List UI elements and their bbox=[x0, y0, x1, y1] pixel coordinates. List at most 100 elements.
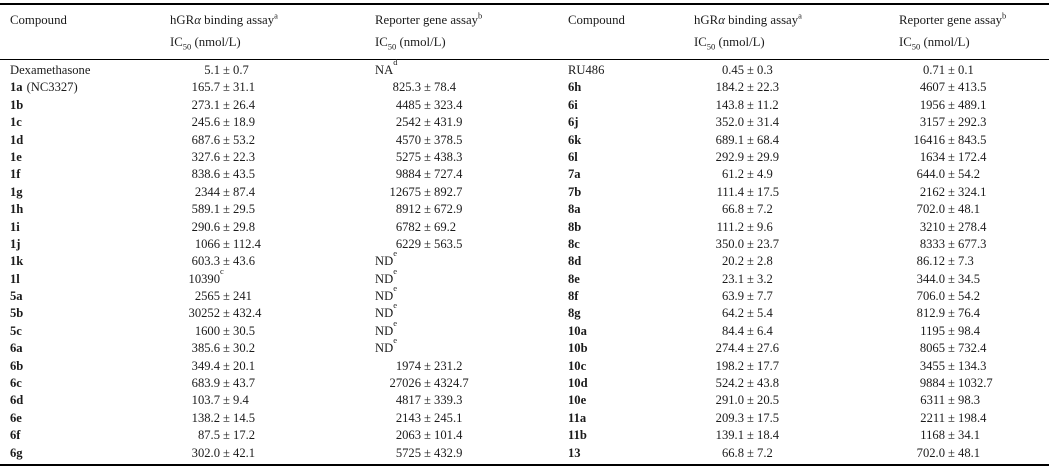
value-error: ± 87.4 bbox=[223, 184, 256, 199]
value-error: ± 563.5 bbox=[424, 236, 463, 251]
reporter-ic50-cell: 5275 ± 438.3 bbox=[367, 149, 524, 166]
value-number: 4607 bbox=[919, 80, 945, 95]
compound-name: 11b bbox=[568, 428, 587, 443]
reporter-ic50-cell: 1974 ± 231.2 bbox=[367, 358, 524, 375]
reporter-ic50-cell: 2162 ± 324.1 bbox=[891, 184, 1049, 201]
value-number: 838.6 bbox=[191, 167, 220, 182]
compound-name: 5c bbox=[10, 323, 22, 338]
value-number: 812.9 bbox=[916, 306, 945, 321]
value-number: 290.6 bbox=[191, 219, 220, 234]
value-error: ± 20.1 bbox=[223, 358, 256, 373]
value-number: 2063 bbox=[395, 428, 421, 443]
value-error: ± 7.2 bbox=[747, 202, 773, 217]
value-error: ± 26.4 bbox=[223, 97, 256, 112]
ic50-sub: 50 bbox=[387, 41, 397, 52]
footnote-marker-b: b bbox=[1002, 10, 1007, 21]
binding-ic50-cell: 184.2 ± 22.3 bbox=[686, 79, 891, 96]
value-error: ± 413.5 bbox=[948, 80, 987, 95]
table-row: 6b 349.4 ± 20.1 1974 ± 231.2 bbox=[0, 358, 524, 375]
value-error: ± 23.7 bbox=[747, 236, 780, 251]
value-number: 209.3 bbox=[715, 410, 744, 425]
value-error: ± 245.1 bbox=[424, 410, 463, 425]
table-header: Compound hGRα binding assaya IC50 (nmol/… bbox=[0, 5, 1049, 60]
assay-results-table: Compound hGRα binding assaya IC50 (nmol/… bbox=[0, 3, 1049, 466]
footnote-marker-a: a bbox=[274, 10, 278, 21]
value-text: NA bbox=[375, 63, 394, 77]
value-number: 825.3 bbox=[392, 80, 421, 95]
compound-name: 6b bbox=[10, 358, 24, 373]
header-binding-ic50-units: IC50 (nmol/L) bbox=[694, 31, 891, 53]
compound-name: 1l bbox=[10, 271, 20, 286]
value-error: ± 323.4 bbox=[424, 97, 463, 112]
ic50-prefix: IC bbox=[899, 35, 912, 49]
value-text: ND bbox=[375, 323, 394, 338]
binding-ic50-cell: 66.8 ± 7.2 bbox=[686, 201, 891, 218]
binding-ic50-cell: 349.4 ± 20.1 bbox=[162, 358, 367, 375]
compound-name: 10e bbox=[568, 393, 587, 408]
value-error: ± 6.4 bbox=[747, 323, 773, 338]
value-error: ± 7.2 bbox=[747, 445, 773, 460]
compound-name: 6c bbox=[10, 376, 22, 391]
value-error: ± 727.4 bbox=[424, 167, 463, 182]
compound-cell: 6c bbox=[0, 375, 162, 392]
compound-cell: 1k bbox=[0, 253, 162, 270]
value-error: ± 231.2 bbox=[424, 358, 463, 373]
value-number: 2344 bbox=[194, 184, 220, 199]
value-number: 2162 bbox=[919, 184, 945, 199]
table-row: 10c 198.2 ± 17.7 3455 ± 134.3 bbox=[524, 358, 1049, 375]
value-number: 4485 bbox=[395, 97, 421, 112]
value-number: 4570 bbox=[395, 132, 421, 147]
binding-ic50-cell: 61.2 ± 4.9 bbox=[686, 166, 891, 183]
compound-name: 13 bbox=[568, 445, 581, 460]
table-row: 1e 327.6 ± 22.3 5275 ± 438.3 bbox=[0, 149, 524, 166]
value-number: 9884 bbox=[919, 376, 945, 391]
compound-name: 11a bbox=[568, 410, 587, 425]
compound-cell: 1i bbox=[0, 219, 162, 236]
value-number: 0.45 bbox=[721, 63, 744, 77]
reporter-ic50-cell: ND e bbox=[367, 319, 524, 340]
ic50-prefix: IC bbox=[694, 35, 707, 49]
value-number: 302.0 bbox=[191, 445, 220, 460]
compound-cell: 6h bbox=[524, 79, 686, 96]
compound-cell: 11b bbox=[524, 427, 686, 444]
reporter-ic50-cell: 86.12 ± 7.3 bbox=[891, 253, 1049, 270]
value-number: 6311 bbox=[920, 393, 945, 408]
footnote-marker-a: a bbox=[798, 10, 802, 21]
compound-name: 6f bbox=[10, 428, 21, 443]
value-number: 103.7 bbox=[191, 393, 220, 408]
value-number: 3455 bbox=[919, 358, 945, 373]
value-error: ± 172.4 bbox=[948, 149, 987, 164]
value-error: ± 22.3 bbox=[223, 149, 256, 164]
binding-ic50-cell: 352.0 ± 31.4 bbox=[686, 114, 891, 131]
value-error: ± 17.5 bbox=[747, 184, 780, 199]
compound-name: 1j bbox=[10, 236, 21, 251]
value-text: ND bbox=[375, 341, 394, 356]
compound-name: 8f bbox=[568, 289, 579, 304]
table-row: 1j 1066 ± 112.4 6229 ± 563.5 bbox=[0, 236, 524, 253]
table-row: 1g 2344 ± 87.4 12675 ± 892.7 bbox=[0, 184, 524, 201]
compound-cell: 6i bbox=[524, 97, 686, 114]
value-number: 2143 bbox=[395, 410, 421, 425]
value-error: ± 29.8 bbox=[223, 219, 256, 234]
compound-name: 6i bbox=[568, 97, 578, 112]
table-row: 5c 1600 ± 30.5 ND e bbox=[0, 319, 524, 340]
value-number: 63.9 bbox=[721, 289, 744, 304]
value-error: ± 438.3 bbox=[424, 149, 463, 164]
value-error: ± 54.2 bbox=[948, 167, 981, 182]
footnote-marker: e bbox=[393, 265, 397, 276]
reporter-assay-label: Reporter gene assay bbox=[899, 13, 1003, 27]
compound-cell: 11a bbox=[524, 410, 686, 427]
reporter-ic50-cell: 2063 ± 101.4 bbox=[367, 427, 524, 444]
value-error: ± 18.4 bbox=[747, 428, 780, 443]
value-number: 64.2 bbox=[721, 306, 744, 321]
value-number: 6782 bbox=[395, 219, 421, 234]
table-row: 6k 689.1 ± 68.4 16416 ± 843.5 bbox=[524, 132, 1049, 149]
value-error: ± 30.2 bbox=[223, 341, 256, 356]
value-error: ± 29.9 bbox=[747, 149, 780, 164]
compound-cell: 5c bbox=[0, 323, 162, 340]
binding-ic50-cell: 589.1 ± 29.5 bbox=[162, 201, 367, 218]
value-error: ± 69.2 bbox=[424, 219, 457, 234]
value-number: 8333 bbox=[919, 236, 945, 251]
reporter-ic50-cell: ND e bbox=[367, 249, 524, 270]
reporter-ic50-cell: 825.3 ± 78.4 bbox=[367, 79, 524, 96]
